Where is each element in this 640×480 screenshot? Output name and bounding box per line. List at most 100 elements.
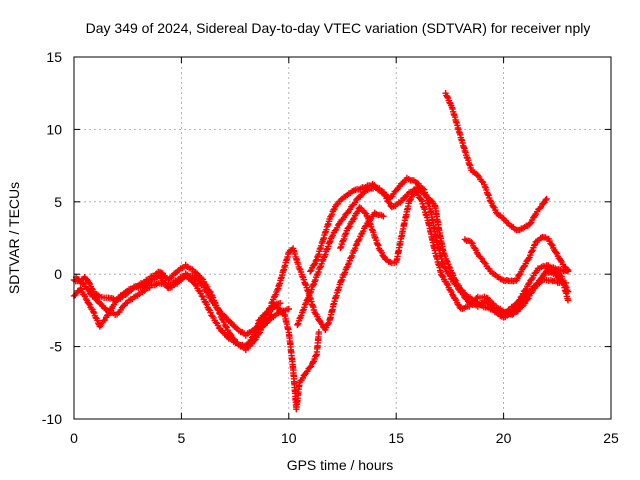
y-tick-label: 5 xyxy=(54,194,62,210)
data-point xyxy=(380,213,387,220)
x-tick-label: 15 xyxy=(388,430,404,446)
data-point-marks xyxy=(444,282,457,300)
data-point-marks xyxy=(77,285,90,303)
plot-frame xyxy=(73,56,612,420)
data-point-marks xyxy=(311,309,324,325)
data-point-marks xyxy=(345,187,357,197)
data-point-marks xyxy=(182,261,196,273)
series-track-8 xyxy=(337,187,572,318)
data-point-marks xyxy=(255,310,270,324)
data-point-marks xyxy=(506,301,519,313)
data-point-marks xyxy=(139,284,153,296)
data-point-marks xyxy=(433,238,447,267)
data-point xyxy=(285,305,292,313)
chart-title: Day 349 of 2024, Sidereal Day-to-day VTE… xyxy=(86,20,591,36)
data-point-marks xyxy=(337,261,352,286)
data-point-marks xyxy=(436,227,447,254)
series-track-9 xyxy=(442,90,550,234)
data-point-marks xyxy=(296,371,309,386)
data-point-marks xyxy=(191,268,205,282)
data-point-marks xyxy=(468,239,481,256)
data-point-marks xyxy=(345,196,360,215)
data-point-marks xyxy=(199,293,214,316)
y-axis-label: SDTVAR / TECUs xyxy=(6,182,22,294)
data-point-marks xyxy=(558,273,571,302)
data-point-marks xyxy=(81,274,92,285)
data-point-marks xyxy=(90,288,102,299)
data-point-marks xyxy=(182,270,196,280)
data-point xyxy=(268,311,275,318)
data-point-marks xyxy=(491,302,506,314)
data-point-marks xyxy=(526,212,539,228)
data-point-marks xyxy=(474,298,488,310)
data-point-marks xyxy=(487,198,500,216)
data-point-marks xyxy=(173,264,188,276)
data-point-marks xyxy=(412,178,426,192)
data-point-marks xyxy=(438,271,450,287)
data-point-marks xyxy=(418,198,431,224)
x-tick-label: 5 xyxy=(178,430,186,446)
data-point-marks xyxy=(369,180,383,192)
data-point xyxy=(315,328,323,336)
data-point-marks xyxy=(337,209,351,225)
data-point-marks xyxy=(397,191,411,206)
data-point-marks xyxy=(88,291,102,306)
data-point-marks xyxy=(500,215,512,227)
data-point-marks xyxy=(539,267,551,281)
data-point-marks xyxy=(96,316,109,330)
data-point-marks xyxy=(483,294,497,308)
data-point-marks xyxy=(339,191,351,202)
data-point-marks xyxy=(526,283,538,295)
data-point-marks xyxy=(461,236,473,245)
data-point-marks xyxy=(242,327,256,339)
y-tick-labels: -10 -5 0 5 10 15 xyxy=(42,49,62,427)
series-track-10 xyxy=(461,233,572,285)
y-tick-label: 0 xyxy=(54,266,62,282)
data-point-marks xyxy=(83,297,96,313)
data-point-marks xyxy=(234,325,248,337)
data-point-marks xyxy=(96,299,111,314)
data-point-marks xyxy=(513,295,525,307)
data-point-marks xyxy=(375,245,388,261)
data-point-marks xyxy=(534,262,548,272)
data-point-marks xyxy=(234,340,248,349)
data-point-marks xyxy=(356,204,368,216)
data-point-marks xyxy=(466,295,480,310)
data-point-marks xyxy=(532,203,545,218)
data-point-marks xyxy=(526,241,539,261)
data-point xyxy=(564,297,572,304)
data-point-marks xyxy=(122,295,136,307)
data-point-marks xyxy=(442,90,455,109)
data-point-marks xyxy=(474,172,487,186)
data-point-marks xyxy=(225,317,239,331)
data-point-marks xyxy=(448,276,463,294)
data-point-marks xyxy=(328,220,343,240)
data-point-marks xyxy=(173,272,188,284)
data-point-marks xyxy=(451,294,463,311)
data-point-marks xyxy=(281,250,292,271)
data-point-marks xyxy=(513,266,526,284)
data-point-marks xyxy=(386,186,401,202)
data-point-marks xyxy=(345,240,360,267)
data-point-marks xyxy=(425,219,438,252)
data-point-marks xyxy=(311,257,326,285)
data-point-marks xyxy=(532,275,545,289)
data-point-marks xyxy=(285,329,296,370)
data-point-marks xyxy=(412,187,425,203)
data-point-marks xyxy=(313,330,322,358)
data-point-marks xyxy=(208,297,222,313)
data-point xyxy=(543,195,550,203)
data-point-marks xyxy=(281,311,292,333)
data-point-marks xyxy=(216,325,231,341)
data-point-marks xyxy=(320,235,335,263)
data-point-marks xyxy=(519,222,531,232)
x-tick-label: 20 xyxy=(496,430,512,446)
data-point-marks xyxy=(457,288,472,305)
x-tick-label: 0 xyxy=(70,430,78,446)
y-tick-label: -5 xyxy=(50,339,63,355)
data-point-marks xyxy=(302,363,315,377)
data-point-marks xyxy=(274,266,288,292)
data-point-marks xyxy=(268,286,281,307)
axis-ticks xyxy=(73,56,612,420)
